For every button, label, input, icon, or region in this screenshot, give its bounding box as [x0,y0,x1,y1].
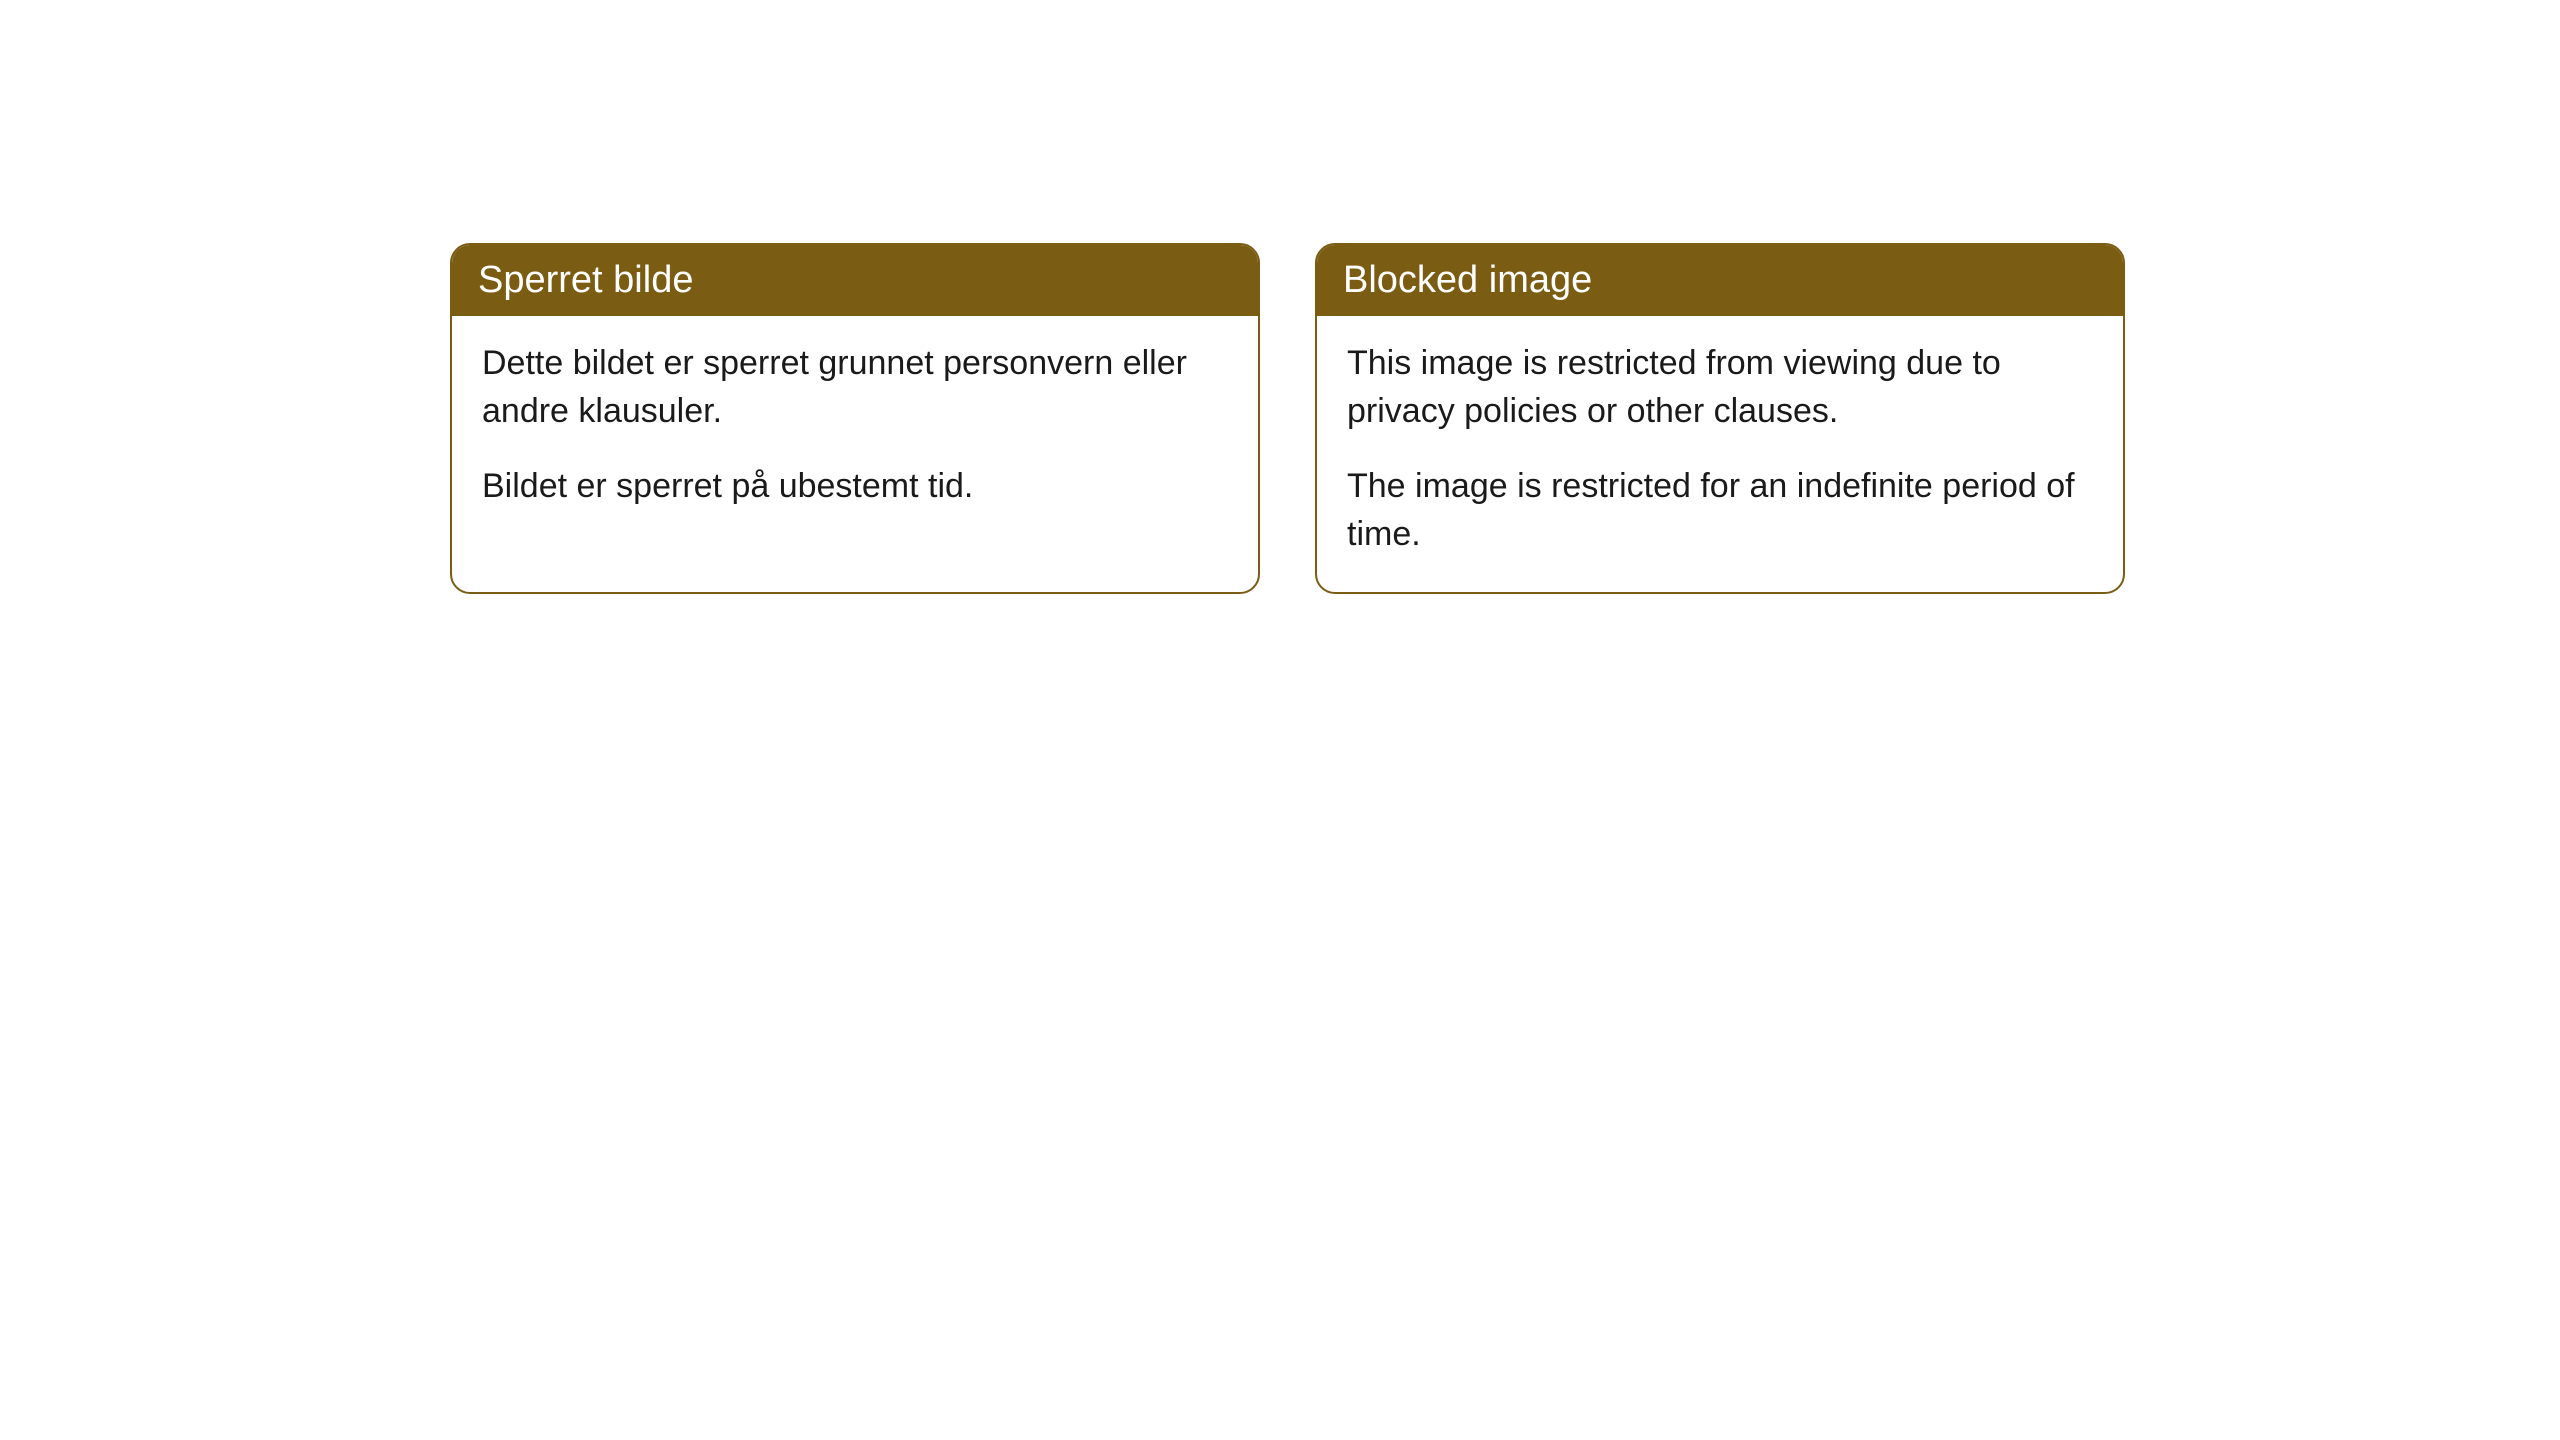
card-title: Blocked image [1343,259,1592,301]
card-paragraph: This image is restricted from viewing du… [1347,340,2093,435]
card-paragraph: The image is restricted for an indefinit… [1347,463,2093,558]
card-paragraph: Bildet er sperret på ubestemt tid. [482,463,1228,511]
notice-card-english: Blocked image This image is restricted f… [1315,243,2125,594]
card-body: Dette bildet er sperret grunnet personve… [452,316,1258,545]
notice-cards-container: Sperret bilde Dette bildet er sperret gr… [450,243,2125,594]
card-paragraph: Dette bildet er sperret grunnet personve… [482,340,1228,435]
card-title: Sperret bilde [478,259,693,301]
card-body: This image is restricted from viewing du… [1317,316,2123,592]
notice-card-norwegian: Sperret bilde Dette bildet er sperret gr… [450,243,1260,594]
card-header: Sperret bilde [452,245,1258,316]
card-header: Blocked image [1317,245,2123,316]
